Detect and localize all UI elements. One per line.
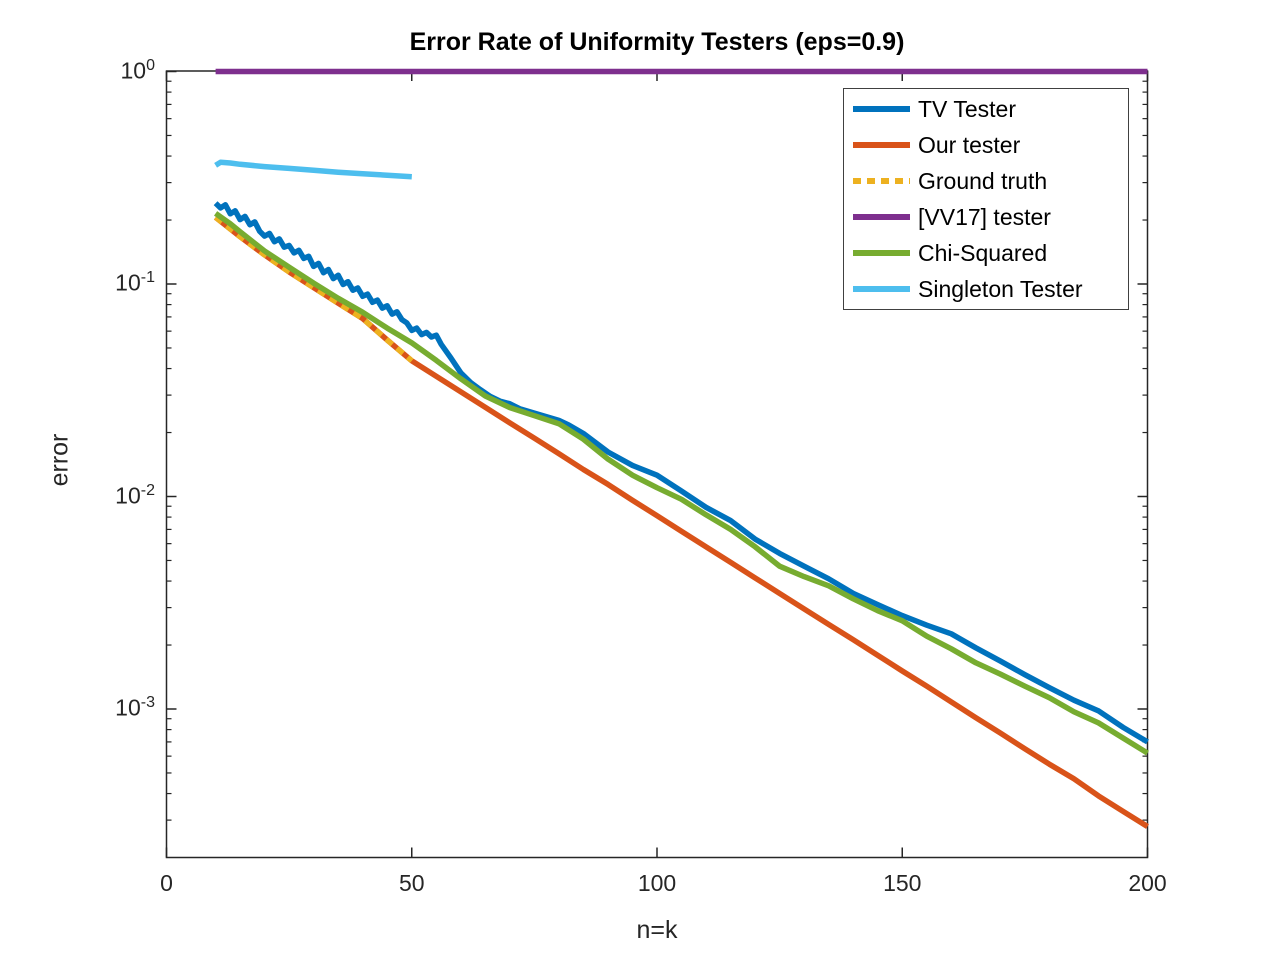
x-tick-label: 200 xyxy=(1128,870,1167,896)
y-tick-label: 10-3 xyxy=(115,693,155,721)
legend-label--vv17-tester: [VV17] tester xyxy=(918,203,1051,230)
series-tv-tester-line xyxy=(213,201,1149,745)
x-axis-label: n=k xyxy=(636,916,678,944)
y-axis-label: error xyxy=(45,433,74,487)
legend-item-our-tester: Our tester xyxy=(844,127,1128,163)
legend-item-ground-truth: Ground truth xyxy=(844,163,1128,199)
legend-label-chi-squared: Chi-Squared xyxy=(918,239,1048,266)
x-tick-label: 150 xyxy=(883,870,922,896)
legend: TV Tester Our tester Ground truth [VV17] te… xyxy=(843,88,1129,310)
y-tick-label: 100 xyxy=(120,56,156,83)
legend-item-tv-tester: TV Tester xyxy=(844,91,1128,127)
x-tick-label: 50 xyxy=(398,870,425,896)
legend-label-singleton-tester: Singleton Tester xyxy=(918,275,1083,302)
legend-line-sample-our-tester xyxy=(853,142,910,148)
legend-item-chi-squared: Chi-Squared xyxy=(844,235,1128,271)
series-ground-truth-line xyxy=(213,215,414,363)
x-tick-label: 0 xyxy=(160,870,173,896)
legend-item-singleton-tester: Singleton Tester xyxy=(844,271,1128,307)
y-tick-label: 10-1 xyxy=(115,268,155,296)
x-tick-label: 100 xyxy=(637,870,677,896)
series-chi-squared-line xyxy=(214,211,1149,756)
legend-label-tv-tester: TV Tester xyxy=(918,95,1016,122)
y-tick-label: 10-2 xyxy=(115,481,155,508)
legend-line-sample-chi-squared xyxy=(853,250,910,256)
legend-line-sample--vv17-tester xyxy=(853,214,910,220)
series-singleton-tester-line xyxy=(214,159,412,180)
chart-title: Error Rate of Uniformity Testers (eps=0.… xyxy=(409,28,905,56)
legend-label-our-tester: Our tester xyxy=(918,131,1021,158)
legend-item--vv17-tester: [VV17] tester xyxy=(844,199,1128,235)
legend-line-sample-ground-truth xyxy=(853,178,910,184)
legend-line-sample-singleton-tester xyxy=(853,286,910,292)
legend-line-sample-tv-tester xyxy=(853,106,910,112)
legend-label-ground-truth: Ground truth xyxy=(918,167,1048,194)
